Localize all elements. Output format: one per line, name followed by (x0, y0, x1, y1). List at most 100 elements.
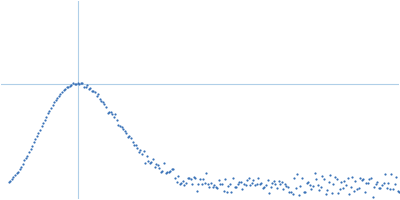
Point (189, 183, 196, 186)
Point (136, 150, 142, 154)
Point (175, 174, 181, 177)
Point (145, 159, 152, 162)
Point (106, 110, 112, 113)
Point (95, 93, 101, 96)
Point (310, 184, 316, 187)
Point (15, 170, 21, 173)
Point (93, 94, 100, 97)
Point (78, 81, 84, 84)
Point (109, 112, 116, 115)
Point (296, 194, 302, 197)
Point (173, 180, 180, 184)
Point (236, 180, 242, 183)
Point (318, 185, 324, 189)
Point (205, 183, 211, 186)
Point (100, 101, 106, 104)
Point (241, 182, 247, 186)
Point (183, 181, 189, 184)
Point (74, 82, 81, 85)
Point (194, 189, 200, 192)
Point (114, 119, 120, 122)
Point (321, 177, 327, 180)
Point (376, 186, 382, 189)
Point (65, 85, 72, 89)
Point (126, 134, 133, 137)
Point (197, 177, 203, 180)
Point (372, 183, 379, 186)
Point (59, 90, 65, 93)
Point (275, 179, 282, 183)
Point (128, 137, 134, 140)
Point (228, 190, 235, 193)
Point (346, 193, 352, 196)
Point (18, 165, 24, 168)
Point (134, 147, 140, 150)
Point (333, 177, 340, 180)
Point (64, 86, 70, 89)
Point (348, 185, 354, 188)
Point (176, 183, 183, 186)
Point (354, 187, 360, 190)
Point (12, 174, 18, 177)
Point (110, 115, 117, 118)
Point (190, 175, 197, 178)
Point (294, 172, 300, 176)
Point (208, 182, 214, 185)
Point (330, 183, 337, 186)
Point (252, 183, 258, 187)
Point (384, 186, 390, 190)
Point (260, 187, 266, 190)
Point (382, 173, 388, 176)
Point (206, 186, 213, 189)
Point (56, 94, 62, 97)
Point (299, 176, 305, 179)
Point (329, 192, 335, 195)
Point (123, 132, 130, 135)
Point (49, 104, 56, 107)
Point (82, 86, 89, 89)
Point (112, 112, 118, 116)
Point (363, 181, 370, 185)
Point (387, 187, 393, 190)
Point (351, 190, 357, 193)
Point (180, 180, 186, 183)
Point (233, 185, 239, 189)
Point (186, 177, 192, 180)
Point (365, 182, 371, 185)
Point (52, 98, 59, 101)
Point (388, 172, 395, 176)
Point (396, 190, 400, 193)
Point (249, 182, 255, 185)
Point (230, 177, 236, 180)
Point (76, 82, 82, 85)
Point (314, 183, 321, 186)
Point (120, 127, 126, 130)
Point (362, 191, 368, 194)
Point (108, 110, 114, 113)
Point (300, 190, 307, 194)
Point (302, 190, 308, 193)
Point (326, 180, 332, 183)
Point (46, 110, 53, 113)
Point (288, 190, 294, 193)
Point (244, 178, 250, 181)
Point (132, 143, 139, 147)
Point (140, 150, 147, 153)
Point (48, 106, 54, 109)
Point (358, 178, 365, 181)
Point (297, 185, 304, 188)
Point (89, 90, 95, 93)
Point (184, 177, 191, 180)
Point (242, 184, 249, 187)
Point (159, 170, 166, 173)
Point (360, 178, 366, 181)
Point (231, 186, 238, 189)
Point (156, 166, 162, 169)
Point (394, 189, 400, 192)
Point (225, 184, 232, 187)
Point (308, 188, 315, 191)
Point (380, 181, 387, 184)
Point (391, 182, 398, 185)
Point (250, 178, 257, 181)
Point (158, 170, 164, 174)
